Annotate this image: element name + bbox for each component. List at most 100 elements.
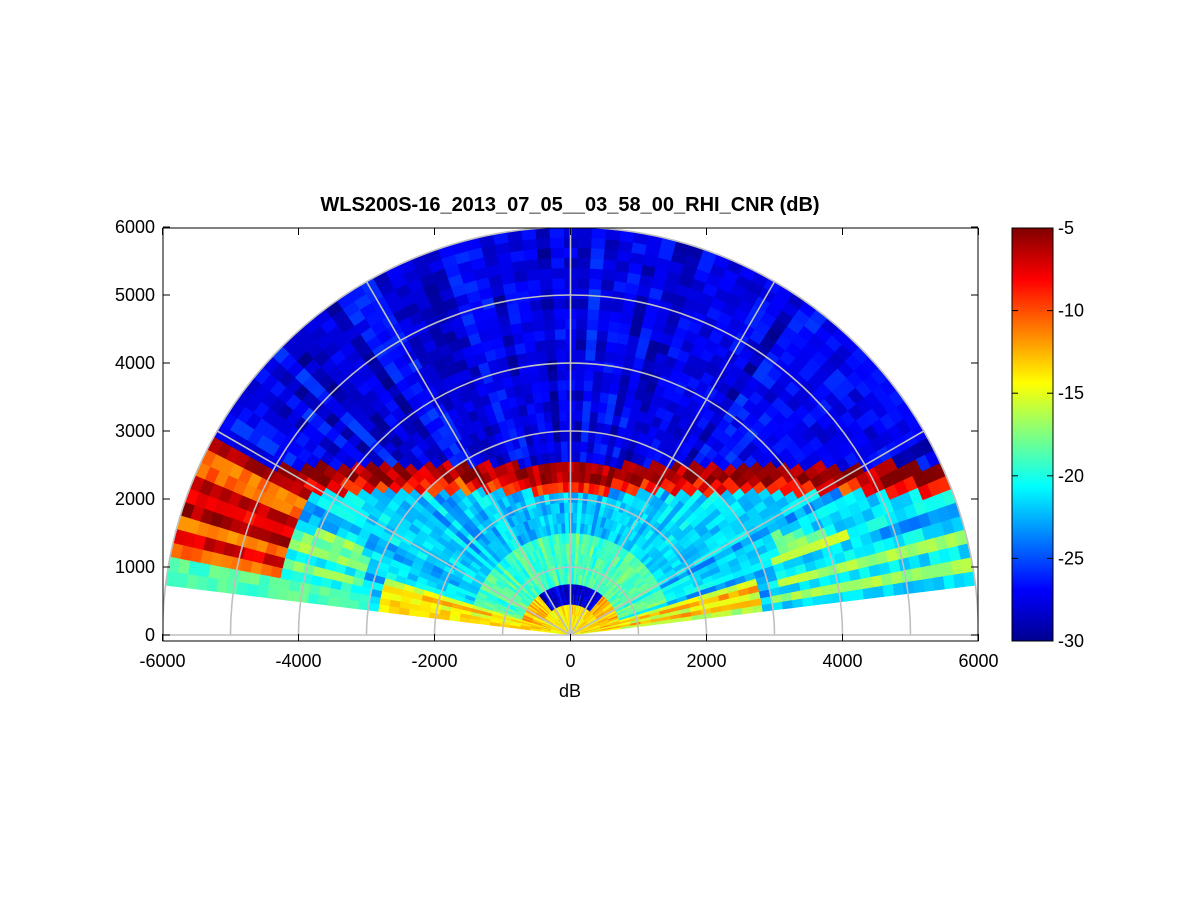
x-tick-label: 4000	[822, 651, 862, 671]
heatmap-cell	[578, 461, 586, 473]
heatmap-cell	[556, 379, 567, 391]
heatmap-cell	[347, 599, 360, 610]
heatmap-cell	[548, 390, 559, 402]
heatmap-cell	[266, 586, 279, 600]
heatmap-cell	[547, 379, 559, 392]
heatmap-cell	[541, 308, 555, 321]
heatmap-cell	[603, 238, 620, 251]
heatmap-cell	[587, 288, 602, 301]
polar-ring	[163, 228, 978, 636]
heatmap-cell	[852, 588, 865, 601]
heatmap-cell	[557, 400, 567, 412]
heatmap-cell	[599, 289, 614, 302]
heatmap-cell	[527, 289, 542, 302]
heatmap-cell	[574, 379, 585, 391]
x-axis: -6000 -4000 -2000 0 2000 4000 6000	[139, 228, 999, 671]
heatmap-cell	[536, 360, 548, 373]
heatmap-cell	[609, 300, 624, 313]
heatmap-cell	[599, 381, 611, 394]
heatmap-cell	[539, 278, 553, 290]
heatmap-cell	[575, 298, 589, 310]
colorbar-tick-label: -5	[1058, 218, 1074, 238]
heatmap-cell	[546, 359, 557, 372]
heatmap-cell	[554, 338, 566, 351]
heatmap-cell	[215, 578, 229, 594]
heatmap-cell	[554, 328, 566, 340]
heatmap-cell	[584, 359, 595, 372]
heatmap-cell	[588, 278, 602, 290]
heatmap-cell	[590, 237, 606, 250]
heatmap-cell	[552, 430, 561, 443]
heatmap-cell	[602, 258, 617, 271]
heatmap-cell	[576, 236, 592, 249]
chart-title: WLS200S-16_2013_07_05__03_58_00_RHI_CNR …	[320, 194, 819, 216]
heatmap-cell	[582, 379, 594, 392]
heatmap-cell	[892, 581, 905, 596]
heatmap-cell	[535, 237, 551, 250]
heatmap-cell	[256, 585, 269, 599]
heatmap-cell	[526, 279, 541, 292]
heatmap-cell	[586, 441, 595, 454]
heatmap-cells	[165, 228, 976, 636]
heatmap-cell	[536, 247, 552, 260]
heatmap-cell	[580, 430, 589, 443]
heatmap-cell	[589, 400, 600, 413]
x-axis-label: dB	[559, 681, 581, 701]
y-tick-label: 1000	[115, 557, 155, 577]
heatmap-cell	[288, 580, 301, 593]
heatmap-cell	[595, 329, 609, 342]
heatmap-cell	[530, 309, 544, 322]
heatmap-cell	[590, 390, 601, 403]
heatmap-cell	[597, 309, 611, 322]
heatmap-cell	[912, 578, 926, 594]
heatmap-cell	[551, 287, 565, 300]
heatmap-cell	[522, 330, 535, 344]
heatmap-cell	[519, 310, 533, 324]
heatmap-cell	[559, 430, 568, 442]
heatmap-cell	[578, 471, 586, 483]
heatmap-cell	[337, 597, 350, 609]
heatmap-cell	[576, 267, 591, 279]
heatmap-cell	[572, 491, 579, 503]
colorbar-tick-label: -30	[1058, 631, 1084, 651]
colorbar-tick-label: -15	[1058, 383, 1084, 403]
x-tick-label: -6000	[139, 651, 185, 671]
heatmap-cell	[598, 391, 610, 404]
heatmap-cell	[606, 330, 619, 344]
heatmap-cell	[549, 400, 560, 412]
heatmap-cell	[587, 431, 596, 443]
heatmap-cell	[588, 411, 599, 423]
heatmap-cell	[236, 581, 249, 596]
heatmap-cell	[551, 277, 565, 290]
heatmap-cell	[590, 228, 607, 240]
heatmap-cell	[611, 290, 626, 303]
heatmap-cell	[544, 339, 556, 351]
heatmap-cell	[576, 287, 590, 300]
heatmap-cell	[520, 320, 534, 334]
heatmap-cell	[534, 339, 546, 352]
heatmap-cell	[577, 492, 584, 504]
heatmap-cell	[577, 228, 593, 239]
heatmap-cell	[587, 298, 601, 311]
heatmap-cell	[524, 258, 539, 271]
heatmap-cell	[572, 461, 580, 473]
heatmap-cell	[549, 247, 565, 259]
heatmap-cell	[603, 351, 616, 364]
heatmap-cell	[398, 607, 410, 616]
heatmap-cell	[580, 420, 590, 433]
heatmap-cell	[589, 247, 605, 260]
heatmap-cell	[537, 257, 552, 270]
heatmap-cell	[573, 410, 583, 422]
heatmap-cell	[572, 512, 578, 524]
x-tick-label: 0	[565, 651, 575, 671]
colorbar-tick-label: -25	[1058, 548, 1084, 568]
heatmap-cell	[576, 257, 591, 269]
colorbar-tick-label: -20	[1058, 466, 1084, 486]
heatmap-cell	[585, 329, 598, 341]
colorbar-tick-label: -10	[1058, 301, 1084, 321]
heatmap-cell	[593, 360, 605, 373]
heatmap-cell	[576, 247, 592, 259]
heatmap-cell	[548, 228, 564, 239]
heatmap-cell	[573, 451, 581, 463]
